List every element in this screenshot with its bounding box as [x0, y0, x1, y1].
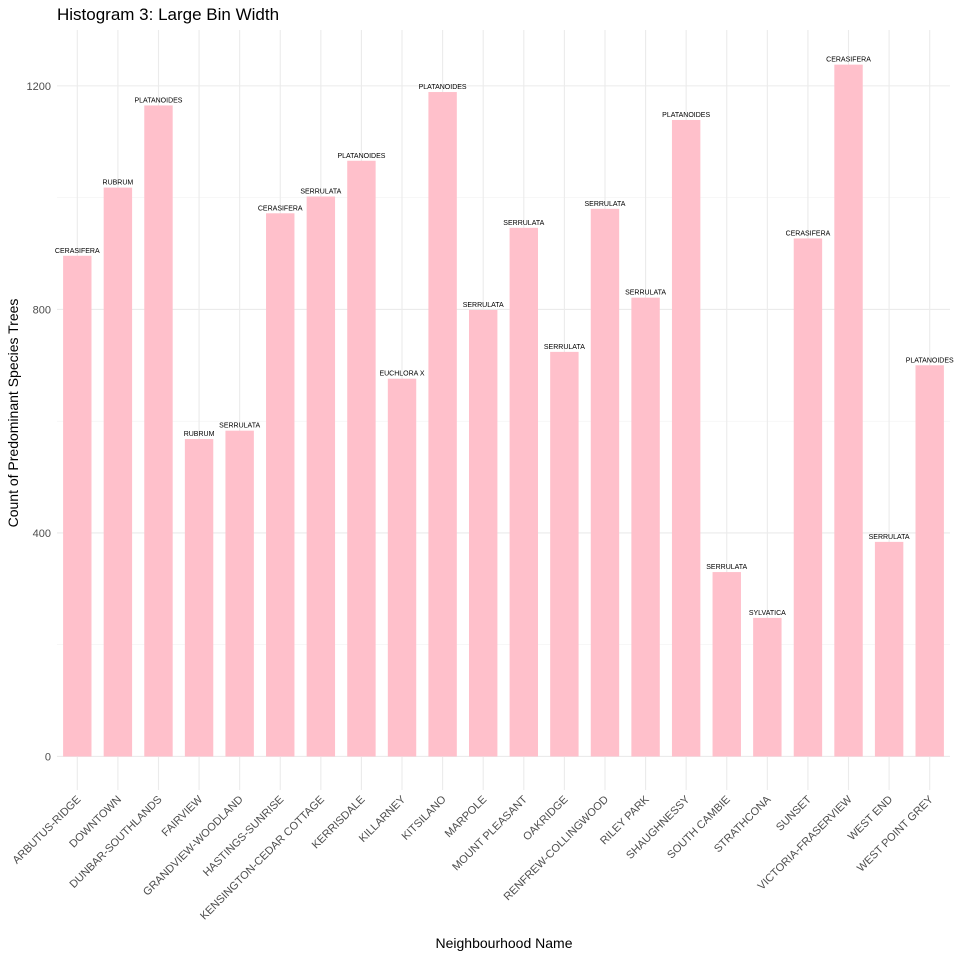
bar: [468, 309, 498, 757]
bar: [306, 196, 336, 757]
bar: [631, 297, 660, 757]
bar: [266, 213, 295, 757]
chart-title: Histogram 3: Large Bin Width: [57, 5, 279, 24]
y-tick-label: 0: [45, 751, 51, 763]
bar-label: PLATANOIDES: [662, 112, 710, 119]
bar: [225, 430, 254, 757]
bar-label: SYLVATICA: [749, 610, 786, 617]
bar: [712, 572, 741, 757]
x-tick-label: HASTINGS-SUNRISE: [201, 794, 286, 879]
bar: [874, 541, 904, 757]
bar: [590, 208, 620, 757]
y-tick-label: 1200: [27, 81, 51, 93]
bar-label: CERASIFERA: [826, 57, 871, 64]
bar: [63, 255, 92, 757]
bar-label: EUCHLORA X: [379, 371, 424, 378]
bar-label: SERRULATA: [869, 534, 910, 541]
bar: [834, 64, 863, 757]
y-axis-ticks: 0 400 800 1200: [27, 81, 51, 764]
bar-label: CERASIFERA: [258, 205, 303, 212]
bar: [509, 227, 539, 757]
bar: [671, 119, 701, 757]
y-tick-label: 400: [33, 528, 51, 540]
x-tick-label: WEST POINT GREY: [855, 793, 936, 874]
bar-label: PLATANOIDES: [134, 97, 182, 104]
x-tick-label: SUNSET: [774, 793, 814, 833]
bar-label: SERRULATA: [503, 220, 544, 227]
bar: [793, 238, 823, 757]
bar-labels-layer: CERASIFERA RUBRUM PLATANOIDES RUBRUM SERRULA…: [55, 57, 954, 617]
bar-label: PLATANOIDES: [906, 357, 954, 364]
bar-label: RUBRUM: [103, 180, 134, 187]
bar: [144, 105, 173, 757]
x-tick-label: KITSILANO: [400, 793, 449, 842]
bar: [550, 351, 579, 757]
x-tick-label: ARBUTUS-RIDGE: [11, 794, 84, 867]
bar: [184, 439, 214, 757]
bar-label: CERASIFERA: [786, 230, 831, 237]
bar: [753, 617, 782, 757]
bar-label: SERRULATA: [300, 189, 341, 196]
x-axis-title: Neighbourhood Name: [436, 935, 573, 951]
y-tick-label: 800: [33, 304, 51, 316]
bar: [387, 378, 417, 757]
bar-label: RUBRUM: [184, 431, 215, 438]
x-tick-label: MOUNT PLEASANT: [450, 793, 530, 873]
bar-label: PLATANOIDES: [419, 84, 467, 91]
bar-label: SERRULATA: [584, 201, 625, 208]
bar-label: PLATANOIDES: [337, 153, 385, 160]
bar: [347, 160, 376, 757]
bar-label: CERASIFERA: [55, 248, 100, 255]
bar: [103, 187, 133, 757]
y-axis-title: Count of Predominant Species Trees: [5, 299, 21, 528]
bar: [428, 92, 457, 757]
bar-label: SERRULATA: [219, 423, 260, 430]
bar-label: SERRULATA: [625, 290, 666, 297]
x-axis-ticks: ARBUTUS-RIDGEDOWNTOWNDUNBAR-SOUTHLANDSFA…: [11, 793, 937, 922]
bars-layer: [63, 64, 944, 757]
bar-label: SERRULATA: [463, 302, 504, 309]
bar: [915, 365, 944, 757]
bar-label: SERRULATA: [544, 344, 585, 351]
bar-label: SERRULATA: [706, 564, 747, 571]
